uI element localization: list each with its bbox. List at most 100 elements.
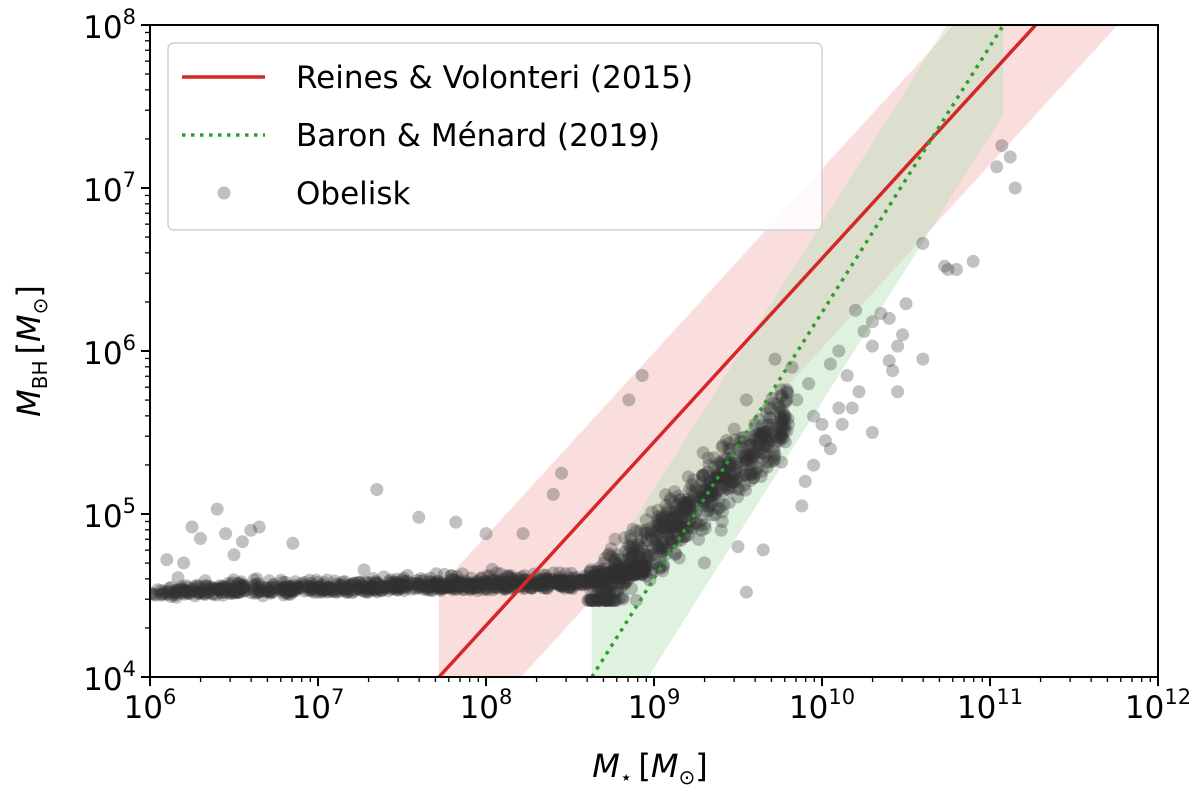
obelisk-point [593,593,607,607]
obelisk-point [193,583,207,597]
obelisk-point [716,478,730,492]
obelisk-point [616,571,630,585]
obelisk-point [429,578,443,592]
obelisk-point [709,470,722,484]
obelisk-point [297,578,311,592]
obelisk-point [464,582,478,595]
obelisk-point [715,440,729,454]
obelisk-point [622,566,636,580]
obelisk-point [490,580,504,594]
obelisk-point [706,488,720,502]
obelisk-point [678,505,692,519]
obelisk-point [479,576,492,590]
obelisk-point [274,573,288,587]
obelisk-point [467,579,481,593]
obelisk-point [621,539,635,553]
obelisk-point [635,568,649,582]
obelisk-point [323,581,337,595]
relation-lines [437,25,1039,677]
obelisk-point [605,580,619,594]
obelisk-point [348,576,362,590]
obelisk-point [536,579,550,593]
obelisk-point [616,590,630,604]
obelisk-point [561,577,575,591]
obelisk-point [346,583,360,597]
relation-line-0 [437,25,1039,677]
obelisk-point [262,574,276,588]
obelisk-point [424,571,438,585]
obelisk-point [309,573,323,587]
obelisk-point [678,502,692,516]
obelisk-point [228,585,242,599]
obelisk-point [471,584,484,597]
obelisk-point [476,577,490,591]
obelisk-point [941,263,955,276]
obelisk-point [602,593,616,607]
obelisk-point [633,524,647,538]
obelisk-point [539,576,553,590]
obelisk-point [599,573,612,587]
obelisk-point [283,584,297,598]
obelisk-point [266,578,280,592]
obelisk-point [342,581,355,594]
obelisk-point [798,474,812,488]
obelisk-point [447,581,460,595]
obelisk-point [663,492,677,505]
obelisk-point [451,579,465,593]
obelisk-point [755,429,769,443]
obelisk-point [170,583,184,597]
obelisk-point [206,587,220,601]
obelisk-point [277,581,291,595]
obelisk-point [718,469,732,483]
obelisk-point [588,575,602,589]
x-tick-label: 1012 [1125,685,1191,726]
obelisk-point [610,569,624,582]
obelisk-point [411,579,425,592]
obelisk-point [756,446,770,460]
obelisk-point [553,570,567,584]
obelisk-point [599,576,613,590]
obelisk-point [738,468,752,482]
obelisk-point [668,485,681,499]
obelisk-point [704,486,718,500]
obelisk-point [399,575,413,589]
obelisk-point [259,581,273,595]
obelisk-point [708,486,722,499]
obelisk-point [386,579,399,593]
obelisk-point [587,570,601,584]
obelisk-point [807,409,821,423]
obelisk-point [766,396,780,410]
obelisk-point [667,496,681,510]
obelisk-point [747,471,761,485]
obelisk-point [738,478,752,492]
obelisk-point [694,513,708,527]
obelisk-point [620,575,633,589]
obelisk-point [169,590,183,604]
obelisk-point [634,568,648,582]
obelisk-point [304,581,318,595]
obelisk-point [446,583,460,597]
obelisk-point [397,578,411,592]
obelisk-point [344,578,358,592]
obelisk-point [235,579,249,593]
obelisk-point [359,580,373,594]
obelisk-point [499,581,513,594]
obelisk-point [531,576,545,590]
obelisk-point [593,593,607,607]
obelisk-point [334,579,348,593]
obelisk-point [635,558,649,572]
obelisk-point [413,578,427,592]
obelisk-point [331,578,345,592]
obelisk-point [433,579,447,592]
legend-box [167,42,823,231]
obelisk-point [615,564,629,578]
obelisk-point [661,528,675,541]
obelisk-point [778,413,791,427]
obelisk-point [773,409,787,423]
obelisk-point [448,578,462,592]
obelisk-point [396,579,410,593]
obelisk-point [622,566,636,580]
obelisk-point [250,572,264,586]
obelisk-point [652,517,666,531]
obelisk-point [661,524,675,538]
